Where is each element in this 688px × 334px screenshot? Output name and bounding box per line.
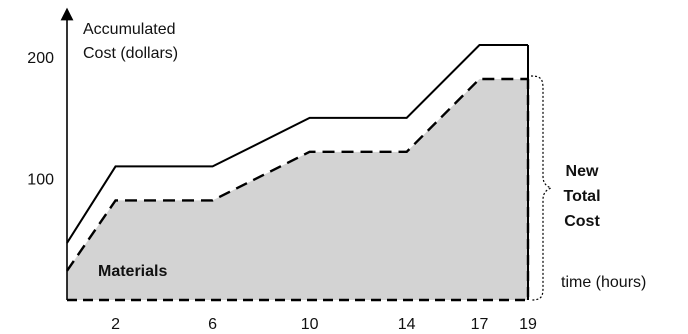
y-tick-label: 200 <box>27 50 54 67</box>
new-total-cost-line-3: Cost <box>564 213 600 230</box>
y-tick-label: 100 <box>27 172 54 189</box>
x-tick-label: 17 <box>471 316 489 333</box>
materials-area <box>67 79 528 300</box>
y-axis-label-line-2: Cost (dollars) <box>83 45 178 62</box>
x-tick-label: 19 <box>519 316 537 333</box>
x-tick-label: 10 <box>301 316 319 333</box>
new-total-cost-line-1: New <box>566 163 599 180</box>
new-total-cost-brace <box>530 75 553 301</box>
solid-cost-line <box>66 44 528 244</box>
new-total-cost-line-2: Total <box>563 188 600 205</box>
y-axis-label-line-1: Accumulated <box>83 21 176 38</box>
plot-area: 2 6 10 14 17 19 100 200 <box>27 44 537 333</box>
x-tick-label: 6 <box>208 316 217 333</box>
dashed-cost-line <box>66 77 528 272</box>
x-axis-label: time (hours) <box>561 274 646 291</box>
materials-label: Materials <box>98 263 167 280</box>
x-tick-label: 2 <box>111 316 120 333</box>
x-tick-label: 14 <box>398 316 416 333</box>
